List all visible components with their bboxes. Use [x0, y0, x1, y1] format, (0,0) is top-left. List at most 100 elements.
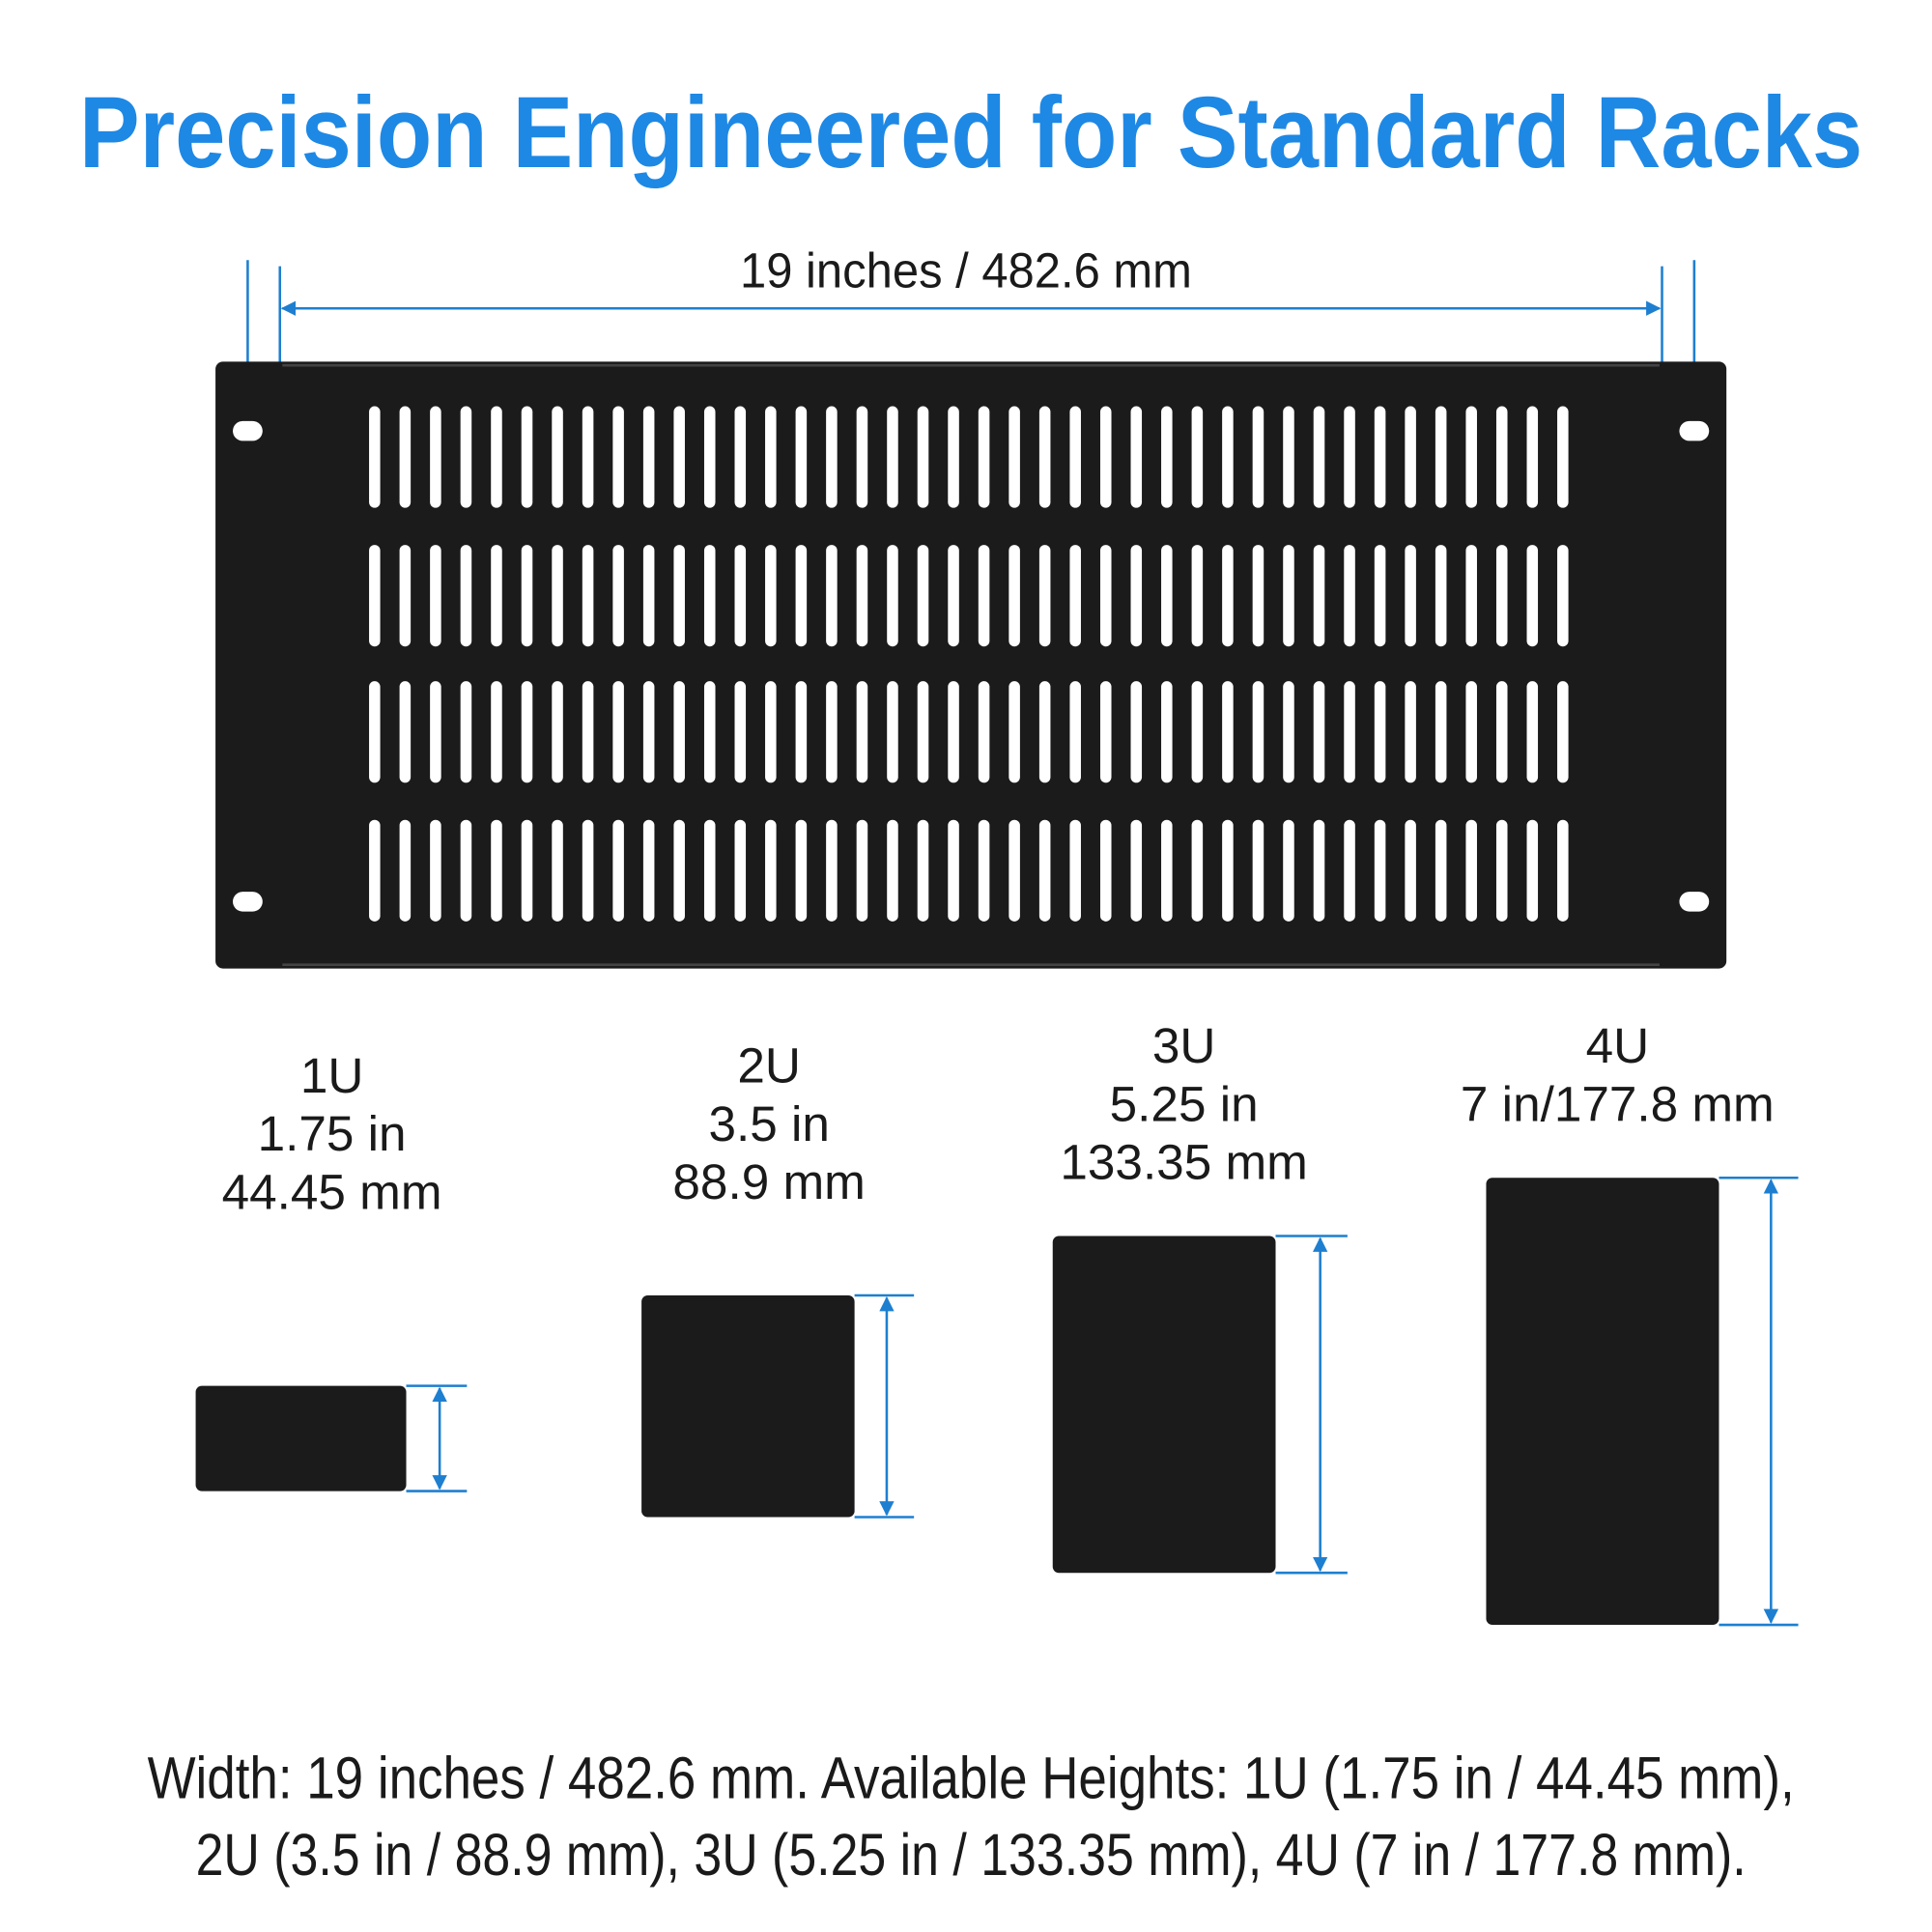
vent-slot — [765, 681, 777, 783]
panel-label: 133.35 mm — [1060, 1135, 1307, 1190]
vent-slot — [430, 406, 441, 508]
vent-slot — [1161, 545, 1173, 647]
vent-slot — [1009, 406, 1020, 508]
caption-line: Width: 19 inches / 482.6 mm. Available H… — [148, 1746, 1795, 1812]
vent-slot — [1557, 681, 1569, 783]
vent-slot — [460, 819, 472, 922]
vent-slot — [1191, 819, 1204, 922]
vent-slot — [1465, 681, 1477, 783]
vent-slot — [1191, 681, 1204, 783]
vent-slot — [856, 681, 868, 783]
vent-slot — [460, 406, 472, 508]
vent-slot — [1069, 681, 1081, 783]
vent-slot — [795, 819, 808, 922]
vent-slot — [642, 545, 655, 647]
vent-slot — [1283, 545, 1294, 647]
vent-slot — [1526, 819, 1539, 922]
vent-slot — [552, 406, 563, 508]
panel — [641, 1295, 855, 1518]
vent-slot — [1038, 545, 1051, 647]
vent-slot — [826, 545, 838, 647]
rack-panel — [215, 361, 1727, 969]
vent-slot — [1526, 545, 1539, 647]
vent-slot — [1495, 681, 1508, 783]
panel-label: 4U — [1586, 1018, 1650, 1073]
vent-slot — [642, 681, 655, 783]
vent-slot — [1222, 681, 1234, 783]
vent-slot — [582, 545, 594, 647]
vent-slot — [673, 406, 685, 508]
vent-slot — [856, 819, 868, 922]
vent-slot — [582, 406, 594, 508]
vent-slot — [1252, 681, 1264, 783]
vent-slot — [1405, 545, 1416, 647]
vent-slot — [917, 681, 929, 783]
vent-slot — [612, 681, 624, 783]
panel-label: 88.9 mm — [672, 1154, 865, 1209]
vent-slot — [1069, 545, 1081, 647]
vent-slot — [887, 681, 898, 783]
vent-slot — [612, 819, 624, 922]
vent-slot — [491, 681, 502, 783]
vent-slot — [917, 819, 929, 922]
vent-slot — [399, 819, 412, 922]
vent-slot — [460, 545, 472, 647]
vent-slot — [734, 681, 747, 783]
vent-slot — [642, 406, 655, 508]
vent-slot — [1252, 819, 1264, 922]
vent-slot — [1313, 545, 1325, 647]
vent-slot — [491, 545, 502, 647]
vent-slot — [1222, 819, 1234, 922]
vent-slot — [1130, 406, 1143, 508]
vent-slot — [795, 406, 808, 508]
vent-slot — [460, 681, 472, 783]
vent-slot — [1161, 681, 1173, 783]
vent-slot — [1313, 406, 1325, 508]
vent-slot — [1069, 819, 1081, 922]
vent-slot — [1465, 545, 1477, 647]
vent-slot — [552, 681, 563, 783]
vent-slot — [1344, 681, 1355, 783]
vent-slot — [1495, 819, 1508, 922]
vent-slot — [1161, 406, 1173, 508]
vent-slot — [673, 545, 685, 647]
vent-slot — [1374, 819, 1386, 922]
vent-slot — [734, 545, 747, 647]
vent-slot — [399, 545, 412, 647]
vent-slot — [1009, 681, 1020, 783]
vent-slot — [1222, 545, 1234, 647]
vent-slot — [826, 681, 838, 783]
vent-slot — [948, 681, 959, 783]
vent-slot — [1313, 681, 1325, 783]
vent-slot — [703, 406, 716, 508]
vent-slot — [521, 681, 533, 783]
vent-slot — [1526, 681, 1539, 783]
vent-slot — [521, 819, 533, 922]
caption-line: 2U (3.5 in / 88.9 mm), 3U (5.25 in / 133… — [196, 1822, 1747, 1889]
panel-label: 3.5 in — [708, 1096, 829, 1151]
vent-slot — [1557, 545, 1569, 647]
vent-slot — [1435, 819, 1447, 922]
vent-slot — [1099, 545, 1112, 647]
panel-label: 44.45 mm — [222, 1164, 442, 1219]
vent-slot — [1130, 545, 1143, 647]
vent-slot — [978, 406, 990, 508]
vent-slot — [1405, 681, 1416, 783]
vent-slot — [1344, 545, 1355, 647]
vent-slot — [1435, 545, 1447, 647]
vent-slot — [1252, 406, 1264, 508]
panel — [1486, 1178, 1719, 1626]
vent-slot — [1283, 819, 1294, 922]
vent-slot — [369, 406, 381, 508]
panel-label: 7 in/177.8 mm — [1461, 1076, 1775, 1131]
vent-slot — [1374, 545, 1386, 647]
vent-slot — [917, 545, 929, 647]
vent-slot — [1435, 681, 1447, 783]
vent-slot — [917, 406, 929, 508]
vent-slot — [1557, 819, 1569, 922]
vent-slot — [826, 406, 838, 508]
vent-slot — [1465, 406, 1477, 508]
width-label: 19 inches / 482.6 mm — [740, 242, 1192, 298]
vent-slot — [887, 406, 898, 508]
